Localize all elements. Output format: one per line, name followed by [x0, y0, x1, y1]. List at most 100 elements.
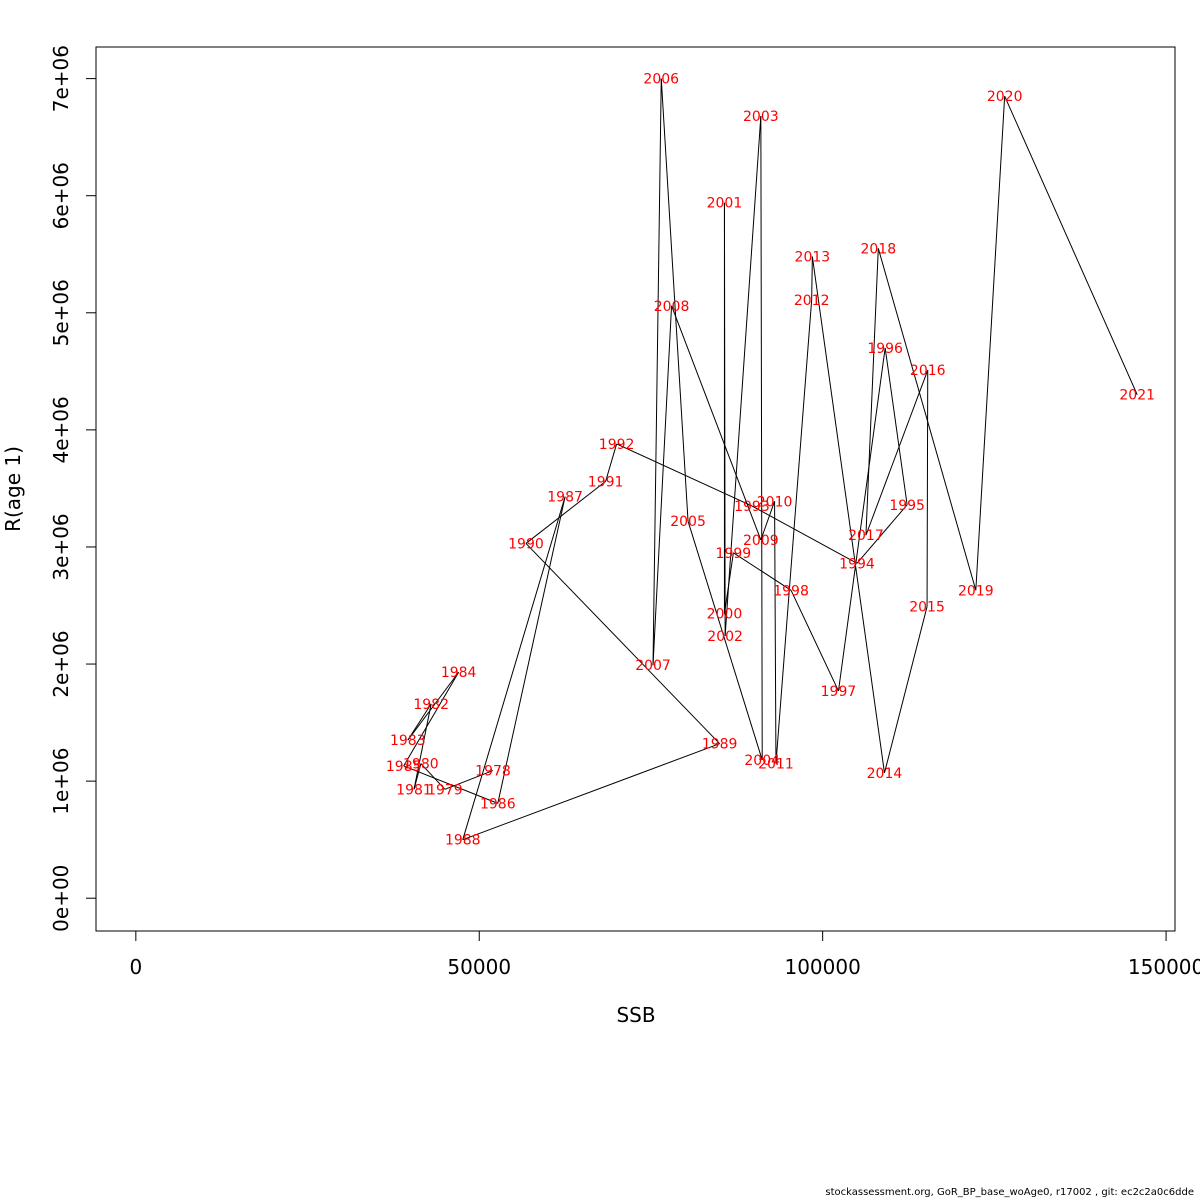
point-label-2006: 2006 — [643, 72, 679, 88]
segment-2019-2020 — [975, 96, 1006, 591]
point-label-1990: 1990 — [508, 536, 544, 552]
segment-1988-1989 — [462, 743, 720, 841]
point-label-1988: 1988 — [445, 833, 481, 849]
point-label-2007: 2007 — [635, 658, 671, 674]
segment-1996-1997 — [837, 347, 886, 692]
plot-frame — [95, 46, 1176, 932]
point-label-2015: 2015 — [909, 600, 945, 616]
segment-1982-1983 — [407, 703, 432, 741]
segment-2011-2012 — [775, 299, 813, 764]
point-label-1985: 1985 — [386, 759, 422, 775]
segment-1983-1984 — [407, 671, 460, 741]
point-label-1993: 1993 — [734, 499, 770, 515]
point-label-1989: 1989 — [702, 737, 738, 753]
segment-1984-1985 — [403, 671, 460, 767]
point-label-2018: 2018 — [860, 241, 896, 257]
point-label-1981: 1981 — [396, 782, 432, 798]
segment-1979-1980 — [420, 763, 446, 790]
point-label-2005: 2005 — [670, 514, 706, 530]
point-label-1995: 1995 — [889, 498, 925, 514]
point-label-2012: 2012 — [794, 293, 830, 309]
segment-1997-1998 — [790, 590, 839, 692]
segment-2003-2004 — [760, 116, 763, 761]
point-label-1984: 1984 — [441, 665, 477, 681]
segment-2017-2018 — [865, 248, 879, 536]
segment-2004-2005 — [687, 521, 763, 761]
point-label-2021: 2021 — [1119, 388, 1155, 404]
point-label-2010: 2010 — [757, 494, 793, 510]
segment-1985-1986 — [403, 765, 498, 804]
segment-1995-1996 — [884, 347, 908, 505]
series-path — [403, 78, 1138, 841]
segment-1994-1995 — [856, 504, 908, 564]
segment-2018-2019 — [877, 248, 977, 591]
segment-1978-1979 — [444, 770, 494, 790]
point-label-1996: 1996 — [867, 341, 903, 357]
point-label-1987: 1987 — [547, 490, 583, 506]
segment-2013-2014 — [811, 256, 885, 774]
point-label-1999: 1999 — [716, 546, 752, 562]
point-label-2008: 2008 — [654, 299, 690, 315]
point-label-1992: 1992 — [599, 437, 635, 453]
point-label-1986: 1986 — [480, 796, 516, 812]
segment-2012-2013 — [811, 256, 813, 300]
point-label-2019: 2019 — [958, 583, 994, 599]
y-tick-label: 0e+00 — [49, 865, 73, 932]
point-label-2002: 2002 — [707, 629, 743, 645]
x-tick-label: 150000 — [1128, 955, 1200, 979]
segment-2006-2007 — [652, 78, 662, 666]
x-tick-label: 0 — [129, 955, 142, 979]
point-label-2013: 2013 — [795, 250, 831, 266]
point-label-1997: 1997 — [821, 684, 857, 700]
segment-1986-1987 — [497, 496, 566, 804]
point-label-1998: 1998 — [773, 583, 809, 599]
y-tick-label: 1e+06 — [49, 748, 73, 815]
x-axis: 0 50000 100000 150000 — [129, 930, 1200, 979]
segment-2001-2002 — [723, 202, 726, 636]
point-label-1994: 1994 — [839, 556, 875, 572]
y-tick-label: 7e+06 — [49, 45, 73, 112]
point-label-1980: 1980 — [403, 757, 439, 773]
point-label-2020: 2020 — [987, 89, 1023, 105]
segment-2014-2015 — [883, 606, 928, 774]
segment-2009-2010 — [760, 501, 776, 541]
point-label-2014: 2014 — [867, 766, 903, 782]
x-tick-label: 100000 — [784, 955, 860, 979]
x-tick-label: 50000 — [447, 955, 511, 979]
point-label-1982: 1982 — [413, 697, 449, 713]
point-label-2000: 2000 — [707, 607, 743, 623]
point-label-2004: 2004 — [744, 753, 780, 769]
y-axis: 0e+00 1e+06 2e+06 3e+06 4e+06 5e+06 6e+06 7e+06 — [49, 45, 97, 932]
point-label-1978: 1978 — [475, 764, 511, 780]
point-label-2003: 2003 — [743, 109, 779, 125]
y-tick-label: 5e+06 — [49, 279, 73, 346]
point-label-2001: 2001 — [707, 196, 743, 212]
y-tick-label: 3e+06 — [49, 513, 73, 580]
x-axis-title: SSB — [616, 1003, 655, 1027]
segment-2020-2021 — [1004, 95, 1138, 395]
segment-2002-2003 — [724, 116, 762, 636]
segment-2010-2011 — [774, 501, 777, 764]
segment-2015-2016 — [926, 370, 929, 607]
y-tick-label: 4e+06 — [49, 396, 73, 463]
point-label-2017: 2017 — [848, 528, 884, 544]
segment-1992-1993 — [616, 443, 753, 507]
y-tick-label: 6e+06 — [49, 162, 73, 229]
segment-1981-1982 — [413, 703, 432, 790]
segment-1990-1991 — [525, 480, 606, 544]
point-label-2016: 2016 — [910, 363, 946, 379]
point-label-1979: 1979 — [427, 782, 463, 798]
point-label-1983: 1983 — [390, 733, 426, 749]
segment-1989-1990 — [525, 543, 720, 745]
point-label-2011: 2011 — [758, 757, 794, 773]
y-tick-label: 2e+06 — [49, 630, 73, 697]
year-labels: 1978 1979 1980 1981 1982 1983 1984 1985 1986 1987… — [386, 72, 1155, 849]
segment-2016-2017 — [865, 369, 929, 536]
segment-2005-2006 — [660, 78, 689, 522]
y-axis-title: R(age 1) — [1, 446, 25, 532]
footer-text: stockassessment.org, GoR_BP_base_woAge0,… — [825, 1187, 1194, 1198]
point-label-2009: 2009 — [743, 533, 779, 549]
segment-1991-1992 — [605, 443, 618, 482]
segment-1987-1988 — [462, 496, 566, 840]
